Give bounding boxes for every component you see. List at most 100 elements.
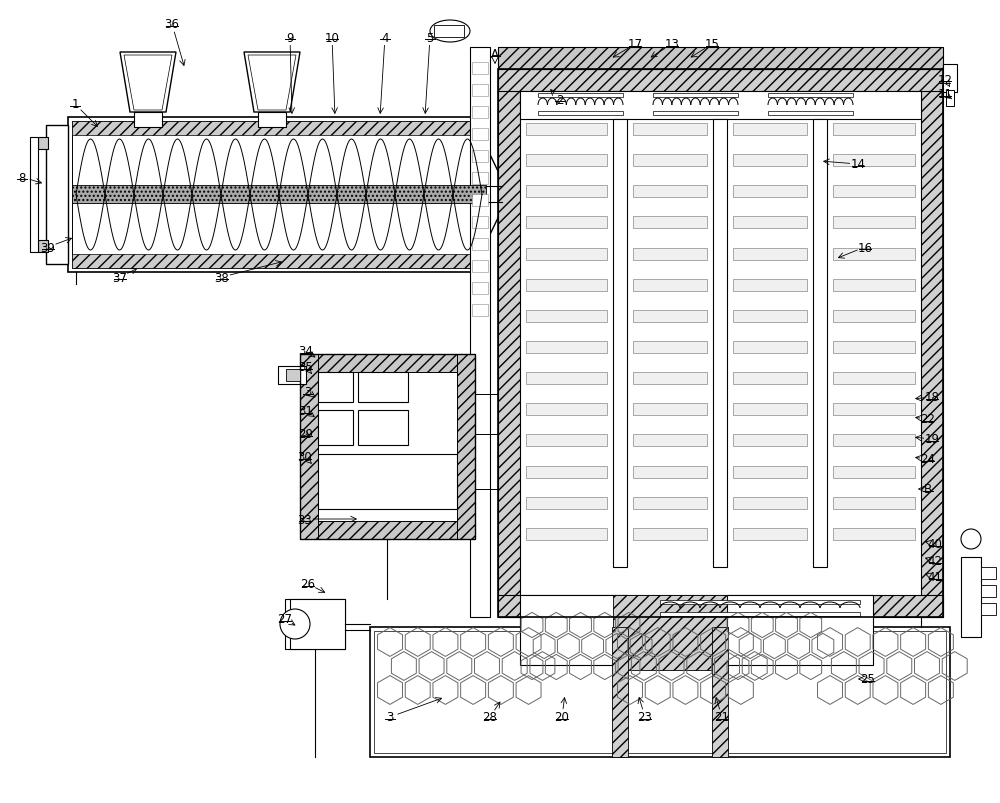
Text: 42: 42 bbox=[928, 555, 942, 568]
Bar bbox=[733, 497, 807, 509]
Polygon shape bbox=[490, 155, 502, 235]
Bar bbox=[653, 112, 738, 116]
Text: 34: 34 bbox=[299, 345, 313, 358]
Bar bbox=[981, 585, 996, 597]
Bar bbox=[733, 341, 807, 353]
Bar bbox=[526, 497, 607, 509]
Bar bbox=[768, 112, 853, 116]
Bar bbox=[72, 122, 486, 269]
Polygon shape bbox=[244, 53, 300, 113]
Bar bbox=[472, 217, 488, 229]
Bar bbox=[472, 304, 488, 316]
Text: 5: 5 bbox=[426, 31, 434, 44]
Bar bbox=[833, 497, 915, 509]
Circle shape bbox=[280, 609, 310, 639]
Bar bbox=[613, 595, 727, 671]
Bar bbox=[833, 404, 915, 416]
Bar bbox=[833, 373, 915, 385]
Bar bbox=[498, 70, 520, 618]
Bar bbox=[72, 122, 486, 136]
Bar bbox=[733, 279, 807, 291]
Bar bbox=[981, 567, 996, 579]
Text: 15: 15 bbox=[705, 39, 719, 51]
Bar bbox=[921, 70, 943, 618]
Text: 22: 22 bbox=[920, 413, 936, 426]
Bar bbox=[813, 120, 827, 567]
Bar bbox=[833, 341, 915, 353]
Text: 3: 3 bbox=[304, 386, 312, 399]
Bar bbox=[358, 410, 408, 446]
Bar bbox=[733, 186, 807, 198]
Bar bbox=[833, 466, 915, 478]
Polygon shape bbox=[248, 56, 296, 111]
Bar bbox=[526, 435, 607, 447]
Bar bbox=[72, 255, 486, 269]
Text: 40: 40 bbox=[928, 538, 942, 551]
Circle shape bbox=[961, 529, 981, 549]
Bar bbox=[733, 373, 807, 385]
Bar bbox=[46, 126, 68, 265]
Bar bbox=[300, 355, 475, 373]
Bar bbox=[434, 26, 464, 38]
Bar bbox=[612, 627, 628, 757]
Bar bbox=[538, 112, 623, 116]
Polygon shape bbox=[120, 53, 176, 113]
Text: 30: 30 bbox=[298, 451, 312, 464]
Bar bbox=[526, 466, 607, 478]
Text: 14: 14 bbox=[850, 158, 866, 171]
Bar bbox=[498, 595, 943, 618]
Text: 28: 28 bbox=[483, 711, 497, 724]
Bar bbox=[520, 595, 627, 665]
Bar bbox=[633, 497, 707, 509]
Bar bbox=[318, 373, 353, 402]
Bar bbox=[833, 186, 915, 198]
Bar bbox=[526, 155, 607, 167]
Bar bbox=[981, 603, 996, 615]
Text: 36: 36 bbox=[165, 18, 179, 31]
Bar bbox=[38, 138, 48, 150]
Bar bbox=[633, 341, 707, 353]
Bar bbox=[498, 48, 943, 70]
Bar bbox=[472, 238, 488, 251]
Bar bbox=[300, 355, 475, 540]
Bar bbox=[660, 612, 860, 616]
Bar bbox=[526, 311, 607, 323]
Bar bbox=[633, 404, 707, 416]
Bar bbox=[963, 560, 979, 635]
Bar bbox=[472, 63, 488, 75]
Text: 29: 29 bbox=[299, 428, 314, 441]
Bar bbox=[833, 435, 915, 447]
Bar bbox=[733, 311, 807, 323]
Bar bbox=[38, 241, 48, 253]
Bar bbox=[457, 355, 475, 540]
Bar bbox=[733, 466, 807, 478]
Bar bbox=[613, 120, 627, 567]
Bar bbox=[633, 124, 707, 136]
Bar bbox=[712, 627, 728, 757]
Text: 1: 1 bbox=[71, 99, 79, 112]
Bar bbox=[733, 155, 807, 167]
Bar bbox=[538, 94, 623, 98]
Bar bbox=[470, 48, 490, 618]
Bar bbox=[286, 369, 300, 381]
Bar bbox=[472, 173, 488, 185]
Text: 19: 19 bbox=[924, 433, 940, 446]
Bar bbox=[318, 454, 457, 509]
Text: 13: 13 bbox=[665, 39, 679, 51]
Text: 38: 38 bbox=[215, 271, 229, 284]
Bar bbox=[526, 124, 607, 136]
Bar bbox=[713, 120, 727, 567]
Text: 18: 18 bbox=[925, 391, 939, 404]
Bar bbox=[278, 366, 306, 385]
Polygon shape bbox=[124, 56, 172, 111]
Bar bbox=[833, 155, 915, 167]
Bar bbox=[833, 528, 915, 540]
Bar bbox=[300, 355, 318, 540]
Text: 26: 26 bbox=[301, 578, 316, 591]
Bar bbox=[290, 599, 345, 649]
Bar bbox=[733, 124, 807, 136]
Bar bbox=[633, 279, 707, 291]
Bar bbox=[633, 466, 707, 478]
Bar bbox=[633, 217, 707, 229]
Bar bbox=[30, 138, 38, 253]
